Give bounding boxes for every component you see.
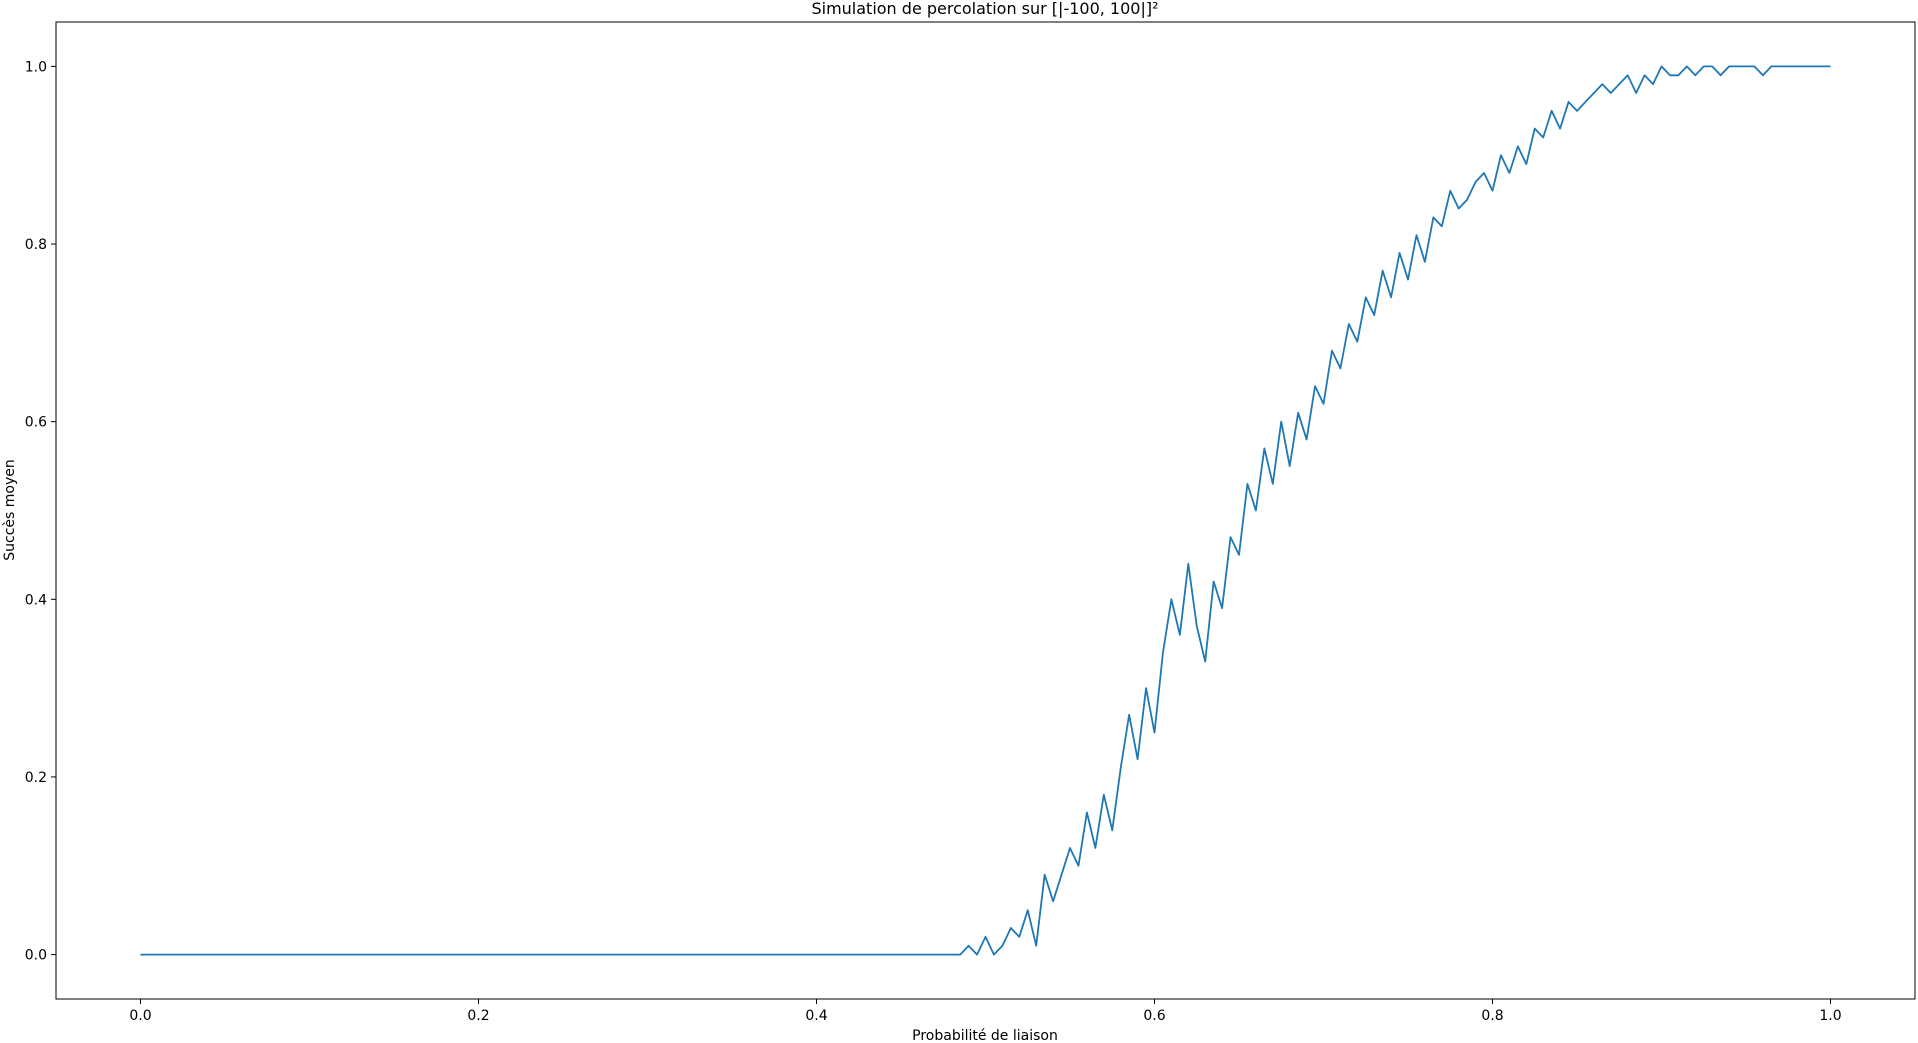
plot-area	[140, 65, 1831, 956]
y-axis-label: Succès moyen	[2, 459, 18, 561]
y-tick-label: 0.8	[25, 237, 47, 253]
y-tick-label: 0.0	[25, 948, 47, 964]
y-axis-ticks: 0.0 0.2 0.4 0.6 0.8 1.0	[25, 59, 56, 964]
y-tick-label: 0.4	[25, 592, 47, 608]
x-tick-label: 0.2	[467, 1008, 489, 1024]
chart-title: Simulation de percolation sur [|-100, 10…	[811, 0, 1158, 18]
y-tick-label: 1.0	[25, 59, 47, 75]
x-tick-label: 1.0	[1819, 1008, 1841, 1024]
x-tick-label: 0.4	[805, 1008, 827, 1024]
x-axis-ticks: 0.0 0.2 0.4 0.6 0.8 1.0	[129, 999, 1842, 1024]
axes-frame	[55, 21, 1916, 1000]
x-tick-label: 0.8	[1481, 1008, 1503, 1024]
x-tick-label: 0.6	[1143, 1008, 1165, 1024]
x-axis-label: Probabilité de liaison	[912, 1028, 1058, 1043]
series-line	[140, 65, 1831, 956]
x-tick-label: 0.0	[129, 1008, 151, 1024]
y-tick-label: 0.6	[25, 415, 47, 431]
y-tick-label: 0.2	[25, 770, 47, 786]
